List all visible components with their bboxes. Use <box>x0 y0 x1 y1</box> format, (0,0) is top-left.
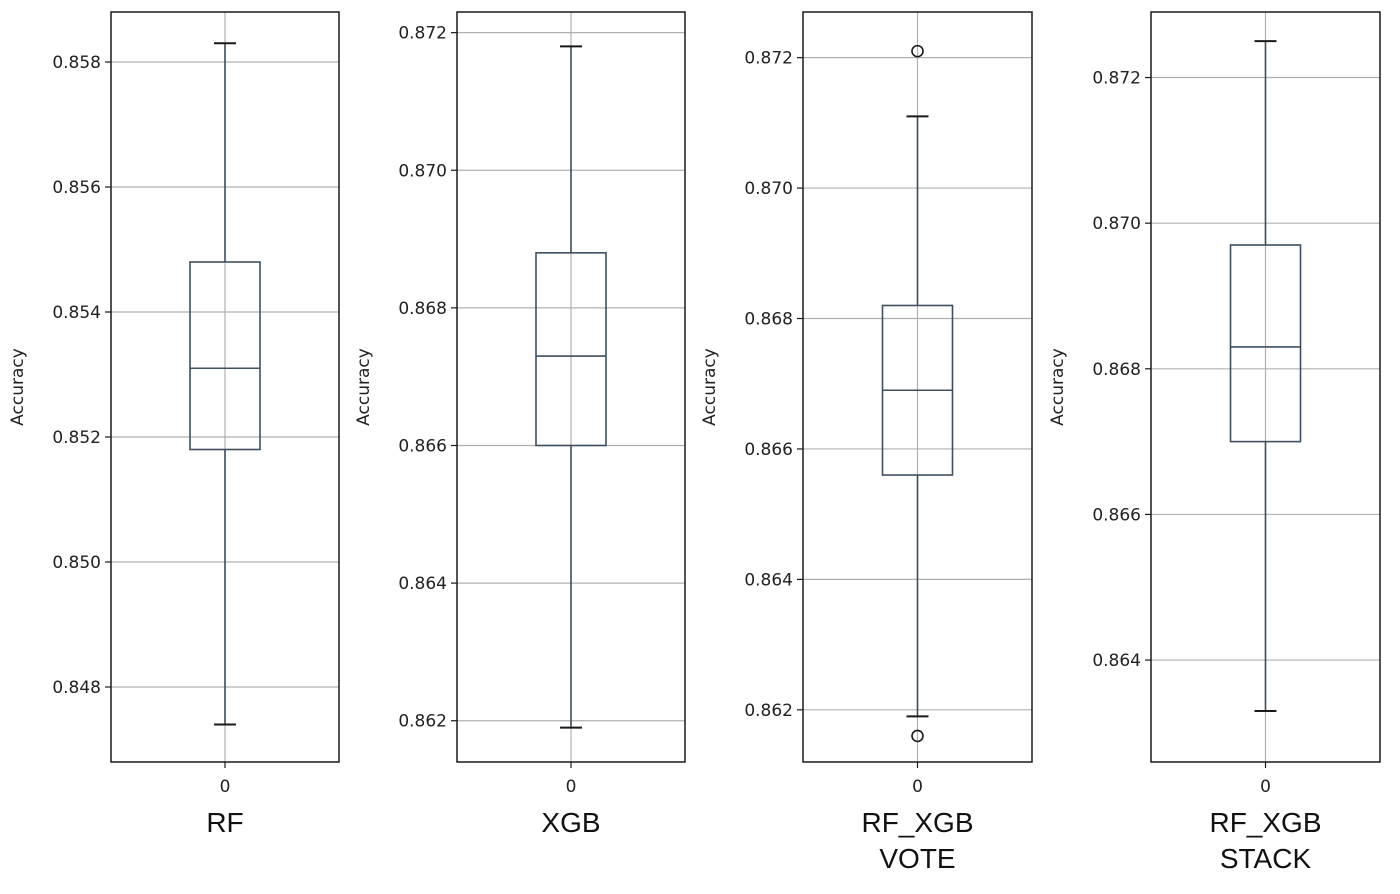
ytick-label: 0.868 <box>744 310 793 330</box>
model-label: RF_XGB <box>1209 807 1321 838</box>
xtick-label: 0 <box>566 777 577 797</box>
model-label: RF <box>206 807 243 838</box>
box-iqr <box>1229 244 1302 443</box>
ytick-label: 0.864 <box>398 574 447 594</box>
model-label: STACK <box>1220 843 1312 874</box>
ytick-label: 0.866 <box>398 436 447 456</box>
y-axis-label: Accuracy <box>1048 348 1068 426</box>
y-axis-label: Accuracy <box>8 348 28 426</box>
ytick-label: 0.858 <box>52 53 101 73</box>
ytick-label: 0.870 <box>398 161 447 181</box>
ytick-label: 0.866 <box>1092 505 1141 525</box>
ytick-label: 0.864 <box>744 570 793 590</box>
ytick-label: 0.872 <box>1092 69 1141 89</box>
ytick-label: 0.850 <box>52 553 101 573</box>
outlier-point <box>911 729 924 743</box>
xtick-label: 0 <box>1260 777 1271 797</box>
box-panel-4: 0.864 0.866 0.868 0.870 0.872 0 Accuracy RF_XGB… <box>1048 11 1381 874</box>
ytick-label: 0.870 <box>1092 214 1141 234</box>
ytick-label: 0.856 <box>52 178 101 198</box>
box-panel-1: 0.848 0.850 0.852 0.854 0.856 0.858 0 Accuracy R… <box>8 11 340 838</box>
ytick-label: 0.866 <box>744 440 793 460</box>
box-panel-2: 0.862 0.864 0.866 0.868 0.870 0.872 0 Accuracy X… <box>354 11 686 838</box>
ytick-label: 0.864 <box>1092 651 1141 671</box>
ytick-label: 0.862 <box>398 712 447 732</box>
ytick-label: 0.848 <box>52 678 101 698</box>
box-iqr <box>189 261 261 451</box>
model-label: VOTE <box>879 843 955 874</box>
ytick-label: 0.862 <box>744 701 793 721</box>
ytick-label: 0.854 <box>52 303 101 323</box>
outlier-point <box>911 44 924 58</box>
panels: 0.848 0.850 0.852 0.854 0.856 0.858 0 Accuracy R… <box>8 11 1381 874</box>
y-axis-label: Accuracy <box>354 348 374 426</box>
ytick-label: 0.870 <box>744 179 793 199</box>
ytick-label: 0.872 <box>398 24 447 44</box>
ytick-label: 0.868 <box>398 299 447 319</box>
model-label: XGB <box>541 807 600 838</box>
box-iqr <box>535 252 607 447</box>
xtick-label: 0 <box>912 777 923 797</box>
y-axis-label: Accuracy <box>700 348 720 426</box>
xtick-label: 0 <box>220 777 231 797</box>
ytick-label: 0.872 <box>744 49 793 69</box>
model-label: RF_XGB <box>861 807 973 838</box>
box-panel-3: 0.862 0.864 0.866 0.868 0.870 0.872 0 Accuracy R… <box>700 11 1033 874</box>
ytick-label: 0.868 <box>1092 360 1141 380</box>
ytick-label: 0.852 <box>52 428 101 448</box>
